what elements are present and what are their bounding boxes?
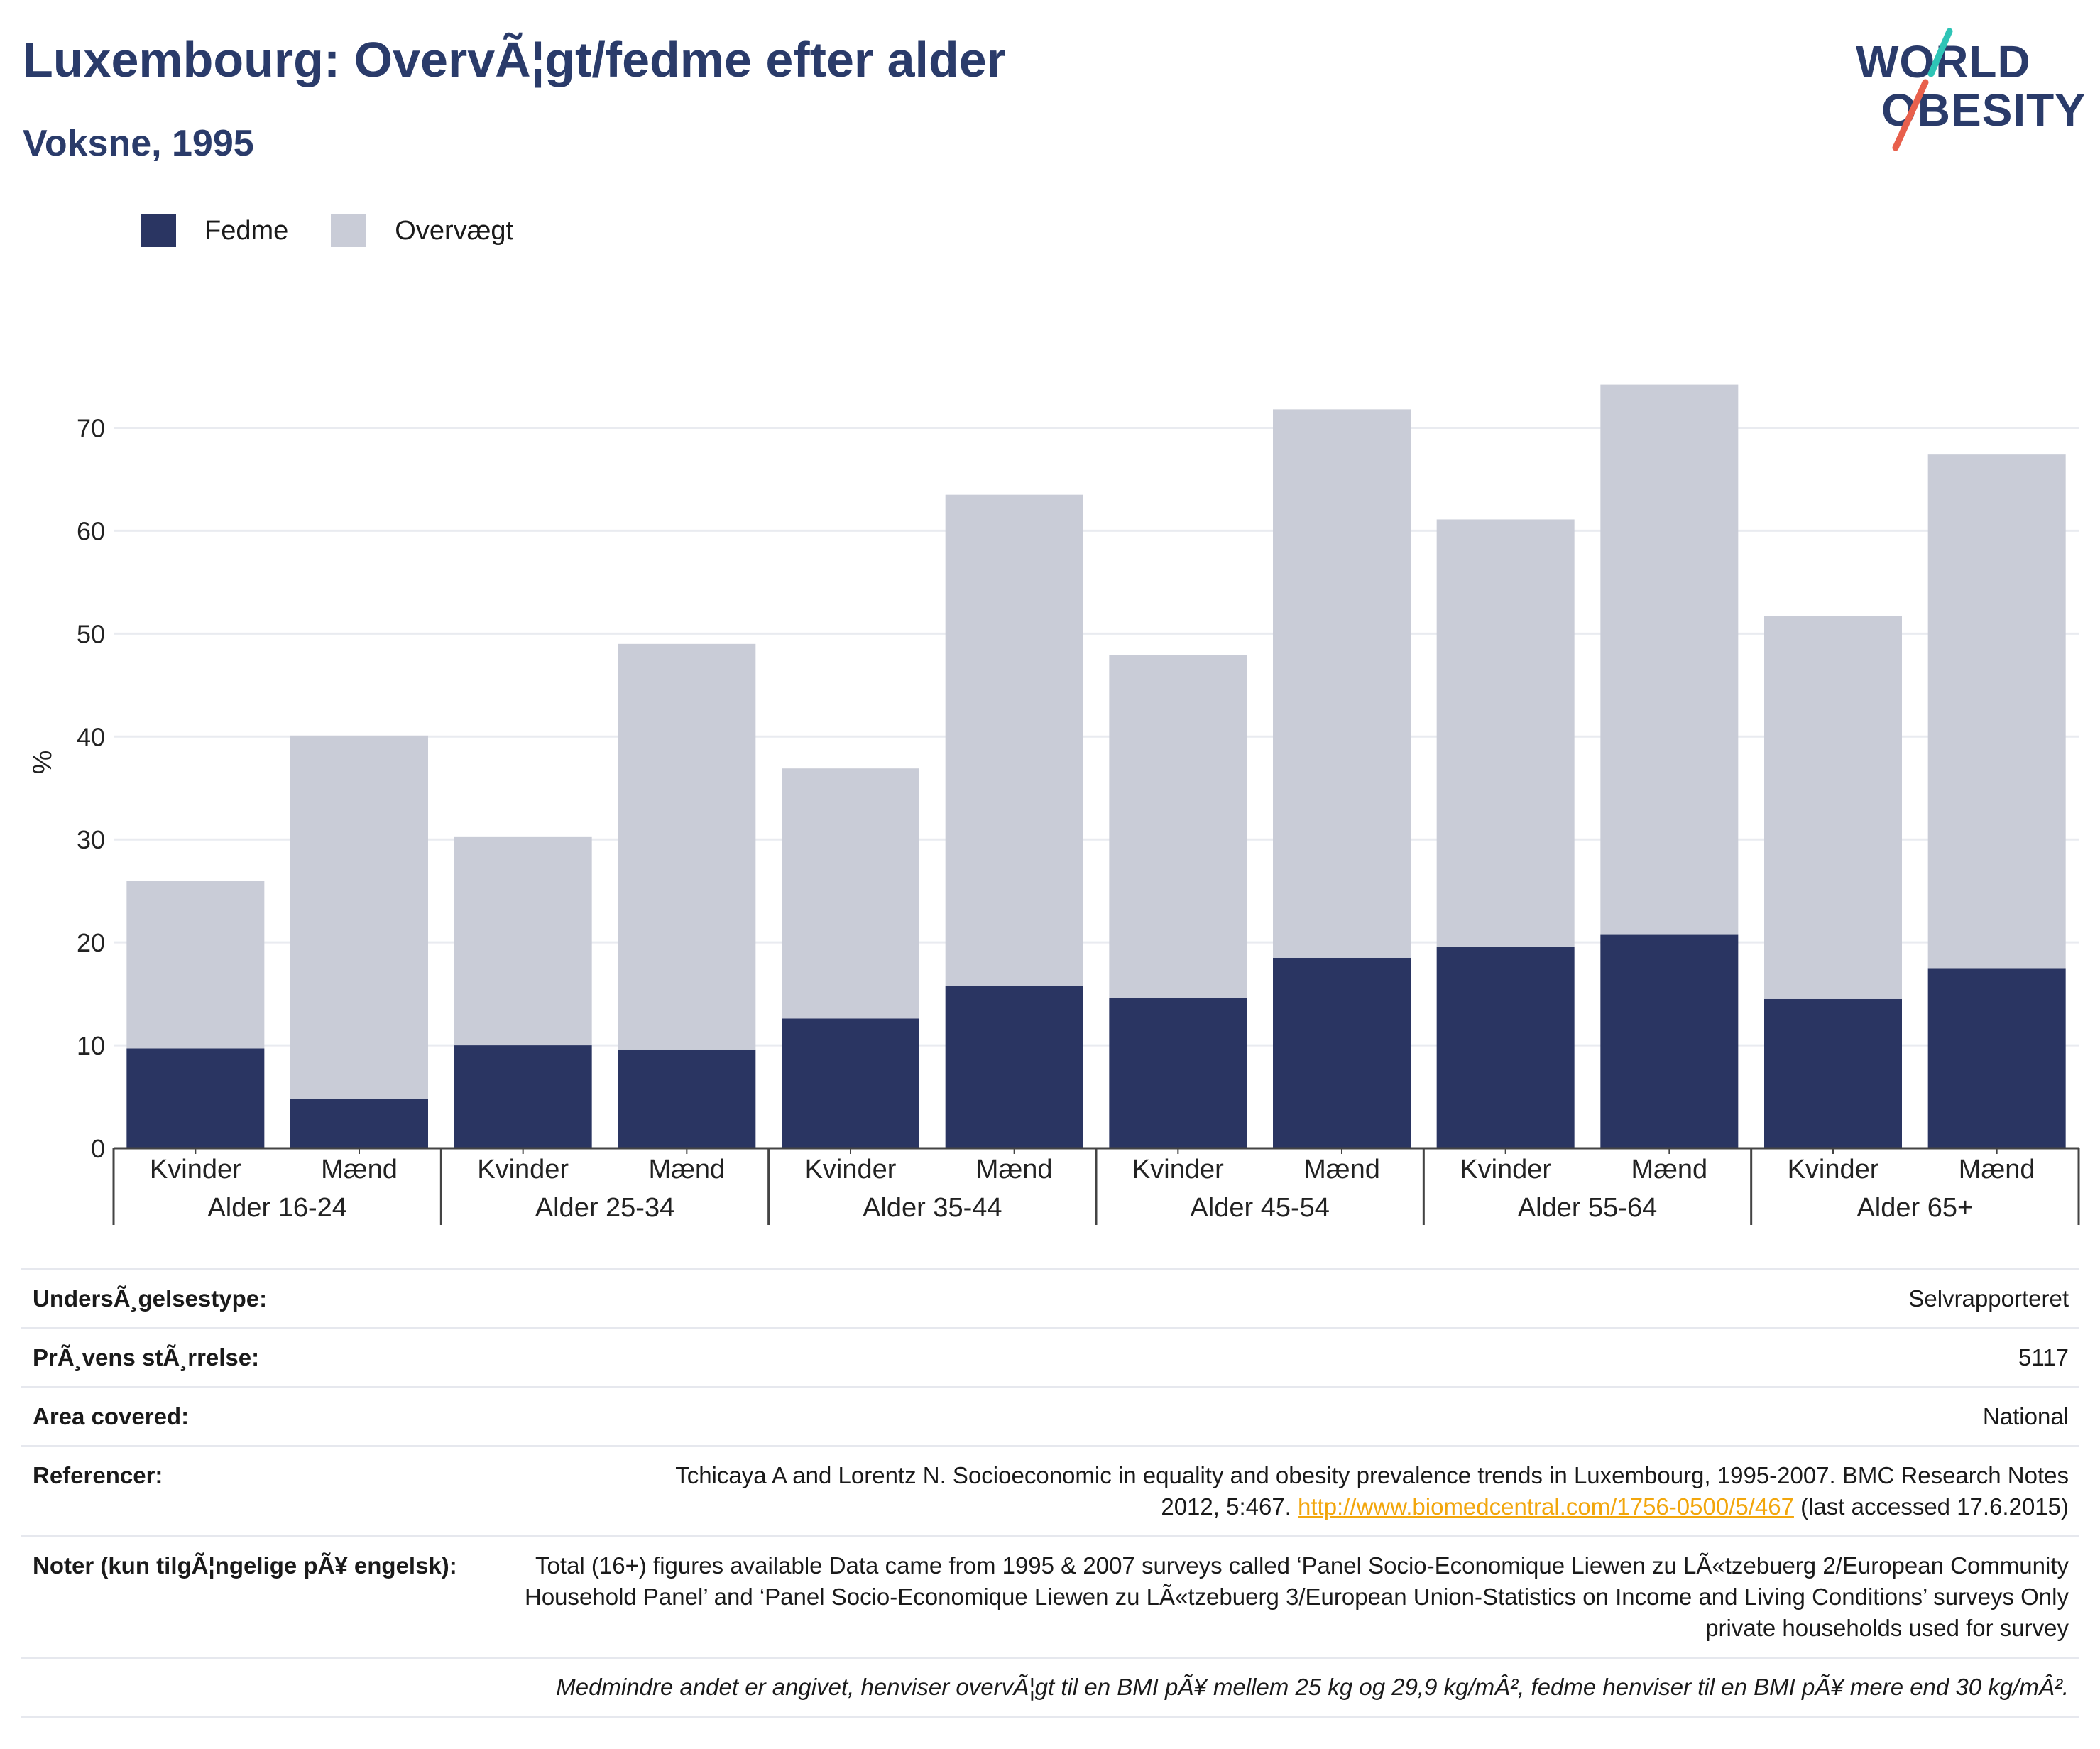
y-tick-label: 70 xyxy=(77,413,105,442)
legend-label-fedme: Fedme xyxy=(204,215,289,246)
bar-fedme xyxy=(1109,998,1247,1148)
bar-fedme xyxy=(454,1045,592,1148)
page-subtitle: Voksne, 1995 xyxy=(23,123,254,164)
area-value: National xyxy=(1982,1403,2069,1429)
bar-fedme xyxy=(618,1049,756,1148)
references-value: Tchicaya A and Lorentz N. Socioeconomic … xyxy=(163,1460,2069,1522)
bar-overvaegt xyxy=(126,881,265,1049)
bar-fedme xyxy=(1927,968,2066,1148)
bar-fedme xyxy=(1273,957,1411,1148)
y-tick-label: 30 xyxy=(77,825,105,854)
bar-overvaegt xyxy=(1600,384,1739,935)
x-tick-label: Kvinder xyxy=(1788,1155,1879,1184)
x-group-label: Alder 35-44 xyxy=(863,1193,1002,1223)
sample-size-label: PrÃ¸vens stÃ¸rrelse: xyxy=(33,1344,260,1371)
y-tick-label: 0 xyxy=(91,1134,105,1163)
x-tick-label: Kvinder xyxy=(1460,1155,1551,1184)
bar-fedme xyxy=(782,1018,919,1148)
chart-legend: Fedme Overvægt xyxy=(141,212,556,250)
survey-type-label: UndersÃ¸gelsestype: xyxy=(33,1285,268,1312)
x-tick-label: Kvinder xyxy=(1132,1155,1224,1184)
bmi-footnote: Medmindre andet er angivet, henviser ove… xyxy=(21,1657,2079,1718)
bar-fedme xyxy=(1600,934,1739,1148)
x-tick-label: Mænd xyxy=(1959,1155,2035,1184)
info-row-sample-size: PrÃ¸vens stÃ¸rrelse: 5117 xyxy=(21,1327,2079,1386)
info-row-area: Area covered: National xyxy=(21,1386,2079,1445)
bar-overvaegt xyxy=(782,768,919,1019)
x-group-label: Alder 65+ xyxy=(1856,1193,1973,1223)
notes-label: Noter (kun tilgÃ¦ngelige pÃ¥ engelsk): xyxy=(33,1552,457,1579)
x-tick-label: Mænd xyxy=(976,1155,1053,1184)
bar-overvaegt xyxy=(618,643,756,1050)
x-tick-label: Mænd xyxy=(321,1155,398,1184)
x-group-label: Alder 25-34 xyxy=(535,1193,674,1223)
x-tick-label: Kvinder xyxy=(805,1155,897,1184)
notes-value: Total (16+) figures available Data came … xyxy=(524,1552,2069,1641)
y-tick-label: 50 xyxy=(77,619,105,648)
legend-item-fedme[interactable]: Fedme xyxy=(141,214,288,247)
legend-swatch-fedme xyxy=(141,214,176,247)
x-tick-label: Kvinder xyxy=(150,1155,241,1184)
bar-overvaegt xyxy=(454,836,592,1046)
bar-overvaegt xyxy=(1927,454,2066,969)
x-tick-label: Kvinder xyxy=(477,1155,569,1184)
references-text-pre: 2012, 5:467. xyxy=(1161,1493,1298,1520)
legend-label-overvaegt: Overvægt xyxy=(395,215,514,246)
x-tick-label: Mænd xyxy=(648,1155,725,1184)
survey-type-value: Selvrapporteret xyxy=(1908,1285,2069,1312)
bar-fedme xyxy=(945,986,1083,1148)
x-group-label: Alder 55-64 xyxy=(1518,1193,1657,1223)
area-label: Area covered: xyxy=(33,1403,190,1429)
bar-fedme xyxy=(1436,946,1575,1148)
bar-fedme xyxy=(126,1048,265,1148)
x-group-label: Alder 45-54 xyxy=(1190,1193,1329,1223)
bar-fedme xyxy=(1764,998,1902,1148)
y-tick-label: 40 xyxy=(77,722,105,751)
legend-swatch-overvaegt xyxy=(331,214,367,247)
x-group-label: Alder 16-24 xyxy=(207,1193,346,1223)
world-obesity-logo: WORLD OBESITY xyxy=(1846,28,2087,156)
y-tick-label: 60 xyxy=(77,516,105,545)
info-row-references: Referencer: Tchicaya A and Lorentz N. So… xyxy=(21,1445,2079,1535)
bar-fedme xyxy=(290,1099,428,1148)
y-tick-label: 10 xyxy=(77,1031,105,1060)
logo-slash-icon xyxy=(1892,28,1953,151)
bar-overvaegt xyxy=(1109,655,1247,998)
x-tick-label: Mænd xyxy=(1631,1155,1707,1184)
reference-link[interactable]: http://www.biomedcentral.com/1756-0500/5… xyxy=(1298,1493,1794,1520)
info-table: UndersÃ¸gelsestype: Selvrapporteret PrÃ¸… xyxy=(21,1268,2079,1718)
references-label: Referencer: xyxy=(33,1462,163,1488)
bar-overvaegt xyxy=(1273,409,1411,958)
stacked-bar-chart: 0 10 20 30 40 50 60 70% Kvinder Mænd Kvinder Mænd Kv… xyxy=(28,384,2080,1225)
bar-overvaegt xyxy=(290,735,428,1099)
info-row-notes: Noter (kun tilgÃ¦ngelige pÃ¥ engelsk): T… xyxy=(21,1535,2079,1657)
sample-size-value: 5117 xyxy=(2018,1344,2069,1371)
references-text-post: (last accessed 17.6.2015) xyxy=(1793,1493,2069,1520)
bar-overvaegt xyxy=(945,494,1083,986)
legend-item-overvaegt[interactable]: Overvægt xyxy=(331,214,513,247)
page-title: Luxembourg: OvervÃ¦gt/fedme efter alder xyxy=(23,32,1006,87)
bar-overvaegt xyxy=(1764,616,1902,999)
info-row-survey-type: UndersÃ¸gelsestype: Selvrapporteret xyxy=(21,1268,2079,1327)
bar-overvaegt xyxy=(1436,519,1575,947)
y-tick-label: 20 xyxy=(77,928,105,957)
x-tick-label: Mænd xyxy=(1303,1155,1380,1184)
y-axis-label: % xyxy=(28,751,58,775)
references-text-line1: Tchicaya A and Lorentz N. Socioeconomic … xyxy=(675,1462,2069,1488)
